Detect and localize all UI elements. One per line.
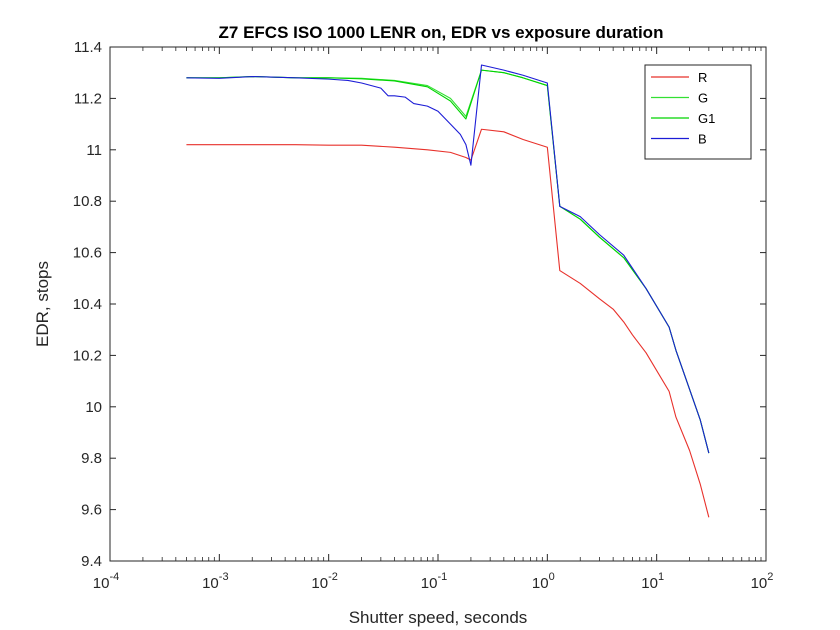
- y-tick-label: 10.6: [73, 245, 102, 262]
- series-layer: [186, 64, 710, 518]
- legend-label-b: B: [698, 132, 707, 147]
- series-line-r: [186, 128, 710, 518]
- x-axis-label: Shutter speed, seconds: [349, 608, 528, 627]
- legend-box: [644, 64, 752, 160]
- y-tick-label: 11.4: [74, 39, 102, 56]
- legend-label-g1: G1: [698, 111, 715, 126]
- y-tick-label: 10.8: [73, 193, 102, 210]
- series-line-b: [186, 64, 710, 454]
- y-tick-label: 10.2: [73, 347, 102, 364]
- x-tick-label: 10-1: [421, 571, 447, 592]
- legend-label-r: R: [698, 70, 707, 85]
- x-tick-label: 102: [751, 571, 774, 592]
- x-tick-label: 101: [641, 571, 664, 592]
- x-tick-label: 100: [532, 571, 555, 592]
- y-tick-label: 11.2: [74, 90, 102, 107]
- y-tick-label: 9.6: [81, 502, 102, 519]
- y-tick-label: 10: [85, 399, 102, 416]
- y-tick-label: 9.4: [81, 553, 102, 570]
- legend: RG G1 B: [644, 64, 752, 160]
- chart-title: Z7 EFCS ISO 1000 LENR on, EDR vs exposur…: [219, 23, 664, 42]
- y-tick-label: 11: [86, 142, 102, 159]
- x-tick-label: 10-4: [93, 571, 119, 592]
- y-tick-label: 9.8: [81, 450, 102, 467]
- legend-label-g: G: [698, 91, 708, 106]
- x-tick-label: 10-2: [311, 571, 337, 592]
- x-tick-label: 10-3: [202, 571, 228, 592]
- y-tick-label: 10.4: [73, 296, 102, 313]
- y-axis-label: EDR, stops: [33, 261, 52, 347]
